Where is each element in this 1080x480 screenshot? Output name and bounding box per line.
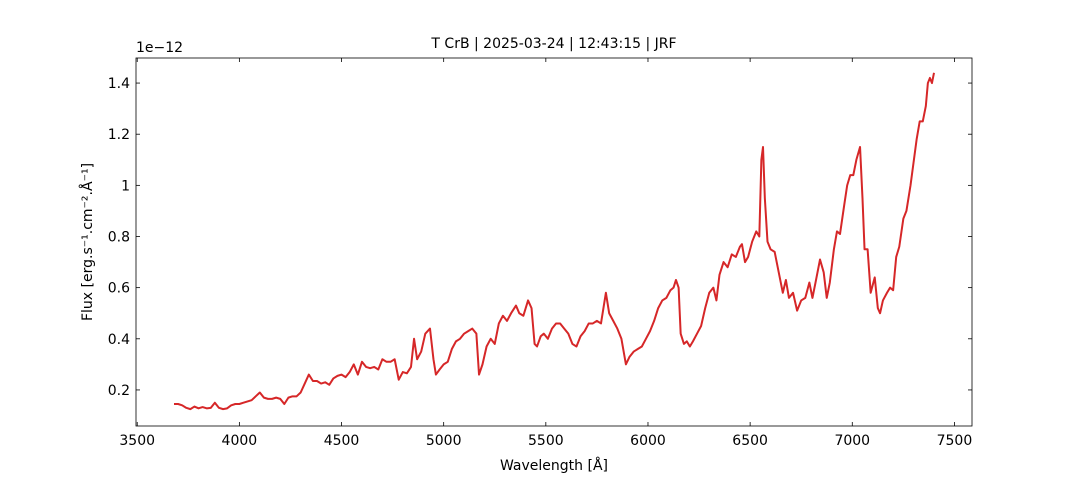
y-tick-label: 1: [121, 178, 130, 194]
x-tick-label: 4500: [324, 433, 360, 449]
y-axis-label: Flux [erg.s⁻¹.cm⁻².Å⁻¹]: [79, 163, 96, 321]
y-tick-label: 0.4: [108, 332, 130, 348]
chart-title: T CrB | 2025-03-24 | 12:43:15 | JRF: [430, 36, 676, 52]
y-tick-label: 1.2: [108, 127, 130, 143]
plot-frame: [135, 57, 973, 427]
x-tick-label: 4000: [222, 433, 258, 449]
x-tick-label: 5500: [528, 433, 564, 449]
x-tick-label: 6000: [630, 433, 666, 449]
x-tick-label: 7000: [834, 433, 870, 449]
y-tick-label: 0.2: [108, 383, 130, 399]
y-tick-label: 1.4: [108, 76, 130, 92]
spectrum-line: [174, 72, 935, 411]
x-axis-label: Wavelength [Å]: [500, 457, 608, 474]
y-tick-label: 0.6: [108, 281, 130, 297]
y-tick-label: 0.8: [108, 230, 130, 246]
x-tick-label: 6500: [732, 433, 768, 449]
x-tick-label: 5000: [426, 433, 462, 449]
x-tick-label: 7500: [937, 433, 973, 449]
y-offset-label: 1e−12: [136, 40, 183, 56]
x-tick-label: 3500: [119, 433, 155, 449]
